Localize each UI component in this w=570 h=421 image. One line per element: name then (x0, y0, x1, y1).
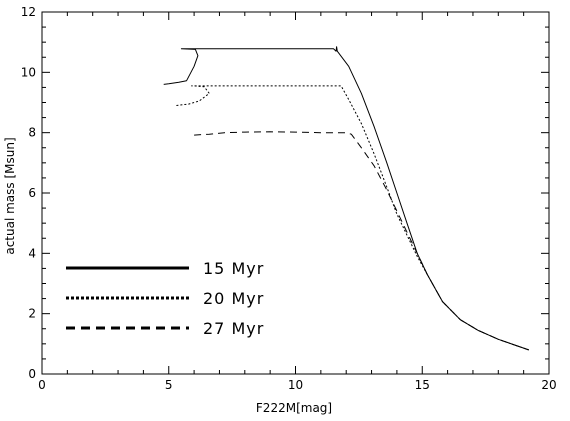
series-line-20-myr (176, 85, 529, 351)
legend-label: 15 Myr (203, 259, 264, 278)
legend-label: 27 Myr (203, 319, 264, 338)
y-tick-label: 6 (28, 186, 36, 200)
series-line-27-myr (194, 131, 529, 351)
y-axis-label: actual mass [Msun] (3, 137, 17, 254)
y-tick-label: 8 (28, 126, 36, 140)
x-tick-label: 10 (288, 378, 303, 392)
series-group (163, 46, 529, 351)
y-tick-label: 10 (21, 65, 36, 79)
y-tick-label: 4 (28, 246, 36, 260)
y-tick-label: 2 (28, 307, 36, 321)
x-tick-label: 5 (165, 378, 173, 392)
x-tick-label: 15 (415, 378, 430, 392)
x-axis-label: F222M[mag] (256, 401, 332, 415)
plot-border (41, 11, 550, 375)
axis-ticks (41, 11, 550, 375)
y-tick-label: 0 (28, 367, 36, 381)
x-tick-label: 0 (38, 378, 46, 392)
plot-frame (41, 11, 550, 375)
tick-labels: 0 5 10 15 20 0 2 4 6 8 10 12 (21, 5, 557, 392)
legend: 15 Myr 20 Myr 27 Myr (66, 259, 264, 338)
y-tick-label: 12 (21, 5, 36, 19)
legend-label: 20 Myr (203, 289, 264, 308)
x-tick-label: 20 (541, 378, 556, 392)
